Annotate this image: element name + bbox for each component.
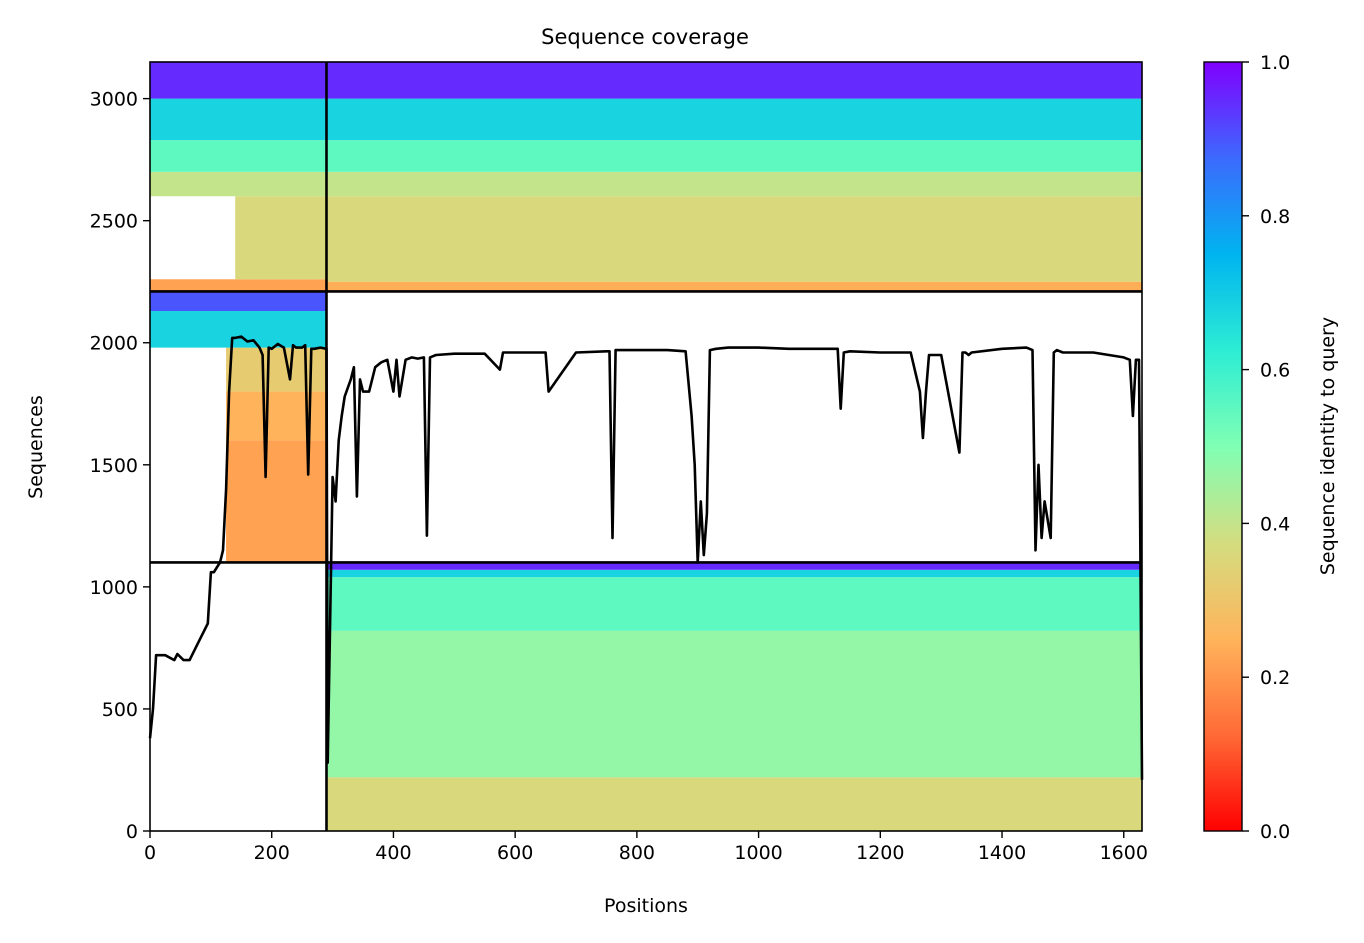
x-axis-label: Positions: [604, 895, 688, 917]
heatmap-block: [326, 577, 1142, 631]
x-tick-label: 800: [619, 842, 655, 864]
heatmap-block: [326, 196, 1142, 282]
y-tick-label: 1500: [90, 455, 138, 477]
heatmap-block: [326, 62, 1142, 99]
heatmap-block: [326, 777, 1142, 831]
x-tick-label: 0: [144, 842, 156, 864]
colorbar-tick-label: 0.6: [1260, 360, 1290, 382]
y-axis-label: Sequences: [25, 395, 47, 499]
heatmap-block: [326, 281, 1142, 292]
x-tick-label: 1200: [856, 842, 904, 864]
chart-title: Sequence coverage: [541, 25, 749, 49]
colorbar-ticks: 0.0 0.2 0.4 0.6 0.8 1.0: [1242, 52, 1290, 843]
x-tick-label: 200: [254, 842, 290, 864]
colorbar-tick-label: 0.4: [1260, 513, 1290, 535]
heatmap-block: [150, 171, 327, 197]
heatmap-block: [150, 279, 327, 292]
x-axis-ticks: 0 200 400 600 800 1000 1200 1400 1600: [144, 831, 1148, 864]
x-tick-label: 600: [497, 842, 533, 864]
colorbar-label: Sequence identity to query: [1317, 317, 1339, 575]
heatmap-block: [326, 171, 1142, 197]
y-tick-label: 2500: [90, 211, 138, 233]
heatmap-block: [235, 196, 327, 280]
heatmap-block: [326, 569, 1142, 578]
x-tick-label: 1000: [734, 842, 782, 864]
colorbar-tick-label: 1.0: [1260, 52, 1290, 74]
heatmap-block: [226, 391, 327, 441]
y-tick-label: 0: [126, 821, 138, 843]
colorbar: [1203, 61, 1243, 832]
y-axis-ticks: 0 500 1000 1500 2000 2500 3000: [90, 89, 150, 843]
colorbar-tick-label: 0.8: [1260, 206, 1290, 228]
y-tick-label: 1000: [90, 577, 138, 599]
heatmap-block: [326, 630, 1142, 778]
heatmap-block: [326, 562, 1142, 570]
heatmap-block: [150, 98, 327, 141]
colorbar-tick-label: 0.2: [1260, 667, 1290, 689]
x-tick-label: 1600: [1100, 842, 1148, 864]
y-tick-label: 500: [102, 699, 138, 721]
x-tick-label: 1400: [978, 842, 1026, 864]
colorbar-tick-label: 0.0: [1260, 821, 1290, 843]
x-tick-label: 400: [375, 842, 411, 864]
heatmap-block: [150, 291, 327, 312]
plot-frame: [149, 61, 1143, 832]
heatmap-blocks: [150, 62, 1142, 831]
heatmap-block: [150, 62, 327, 99]
heatmap-block: [150, 140, 327, 172]
heatmap-block: [150, 311, 327, 348]
y-tick-label: 3000: [90, 89, 138, 111]
coverage-line: [148, 335, 1144, 780]
heatmap-block: [326, 98, 1142, 141]
y-tick-label: 2000: [90, 333, 138, 355]
heatmap-block: [226, 440, 327, 563]
heatmap-block: [326, 140, 1142, 172]
